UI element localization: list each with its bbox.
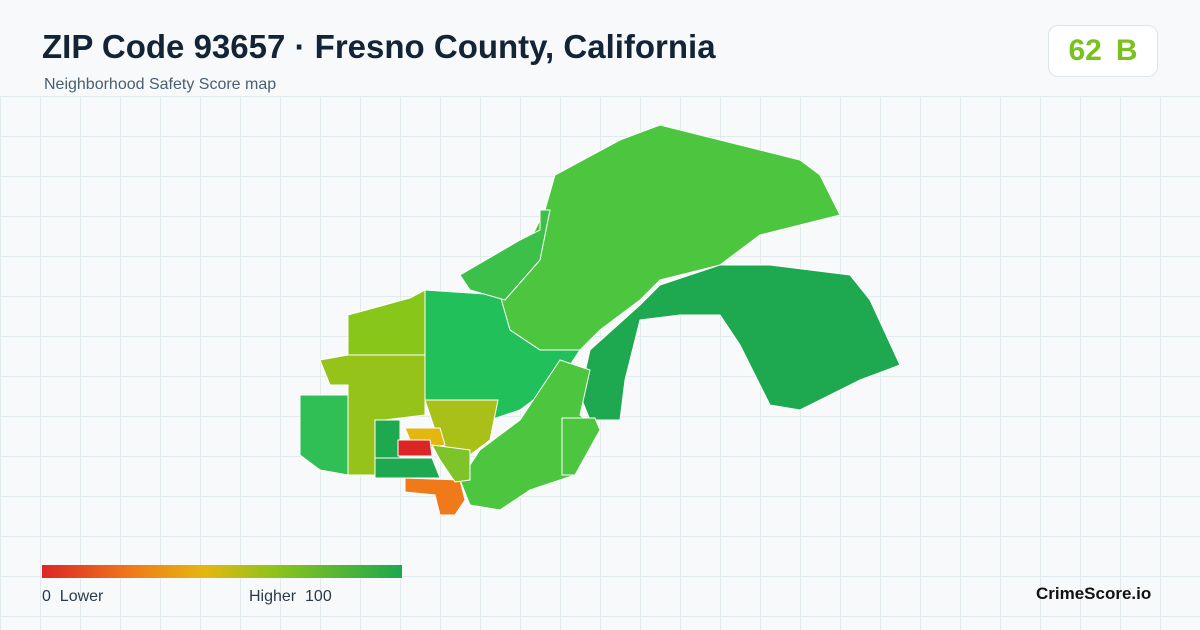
score-badge: 62 B [1048, 25, 1158, 77]
region [374, 419, 401, 459]
brand: CrimeScore.io [1036, 584, 1152, 603]
legend-min-label: Lower [59, 588, 104, 605]
title: ZIP Code 93657 · Fresno County, Californ… [42, 28, 716, 65]
legend-max-label: Higher [249, 588, 297, 605]
subtitle: Neighborhood Safety Score map [44, 76, 277, 93]
legend-gradient [42, 565, 402, 578]
score-value: 62 [1068, 34, 1102, 67]
region [459, 209, 551, 301]
region [347, 289, 426, 356]
region [431, 444, 471, 483]
legend-min: 0 [42, 588, 51, 605]
score-grade: B [1115, 34, 1138, 67]
legend-max: 100 [305, 588, 332, 605]
region [397, 439, 433, 457]
legend-min-group: 0 Lower [42, 588, 103, 606]
region [561, 417, 601, 476]
region [299, 394, 349, 476]
legend-max-group: Higher 100 [249, 588, 332, 606]
region [404, 477, 466, 516]
region [374, 457, 441, 479]
